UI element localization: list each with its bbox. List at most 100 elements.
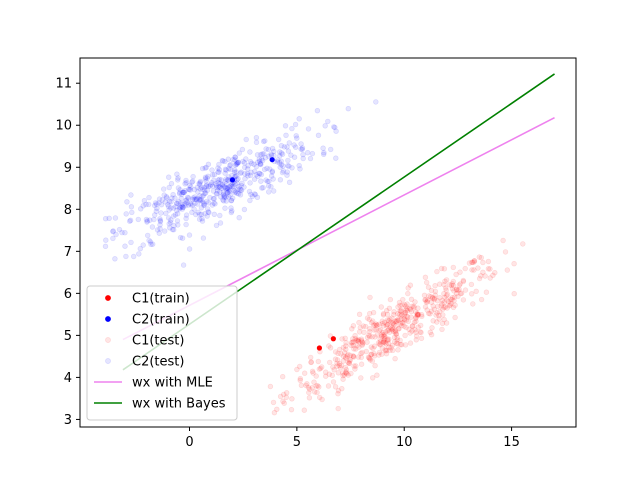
test-point bbox=[379, 318, 385, 324]
test-point bbox=[428, 308, 435, 314]
test-point bbox=[431, 306, 437, 312]
test-point bbox=[161, 192, 167, 198]
test-point bbox=[316, 366, 322, 372]
test-point bbox=[226, 184, 233, 191]
test-point bbox=[377, 336, 383, 342]
test-point bbox=[382, 340, 388, 346]
test-point bbox=[367, 326, 373, 332]
test-point bbox=[180, 262, 187, 268]
test-point bbox=[343, 346, 349, 353]
test-point bbox=[476, 275, 483, 282]
test-point bbox=[398, 316, 404, 322]
test-point bbox=[166, 198, 173, 205]
test-point bbox=[200, 235, 207, 241]
test-point bbox=[379, 320, 386, 327]
test-point bbox=[353, 363, 359, 369]
test-point bbox=[156, 200, 162, 206]
test-point bbox=[183, 197, 190, 203]
test-point bbox=[299, 146, 305, 153]
test-point bbox=[277, 149, 283, 155]
test-point bbox=[457, 269, 463, 275]
test-point bbox=[153, 208, 160, 215]
test-point bbox=[315, 358, 321, 365]
test-point bbox=[342, 335, 348, 341]
test-point bbox=[221, 194, 227, 201]
test-point bbox=[178, 204, 184, 211]
test-point bbox=[263, 146, 269, 152]
test-point bbox=[221, 198, 227, 204]
test-point bbox=[326, 371, 332, 377]
test-point bbox=[381, 339, 387, 345]
test-point bbox=[471, 267, 477, 273]
test-point bbox=[511, 291, 517, 297]
test-point bbox=[106, 215, 112, 222]
test-point bbox=[254, 152, 261, 158]
test-point bbox=[414, 313, 421, 319]
test-point bbox=[175, 211, 181, 217]
test-point bbox=[247, 149, 253, 155]
test-point bbox=[237, 170, 244, 176]
test-point bbox=[371, 343, 378, 349]
test-point bbox=[152, 200, 159, 206]
test-point bbox=[175, 177, 181, 183]
test-point bbox=[172, 212, 179, 218]
test-point bbox=[323, 373, 329, 379]
test-point bbox=[478, 255, 484, 261]
test-point bbox=[297, 363, 303, 370]
test-point bbox=[473, 288, 479, 294]
test-point bbox=[335, 350, 341, 357]
test-point bbox=[343, 370, 349, 376]
test-point bbox=[346, 360, 352, 366]
test-point bbox=[222, 166, 229, 173]
test-point bbox=[161, 186, 167, 192]
test-point bbox=[242, 176, 248, 182]
test-point bbox=[421, 292, 428, 298]
test-point bbox=[215, 179, 221, 186]
test-point bbox=[231, 188, 237, 194]
test-point bbox=[385, 327, 391, 333]
test-point bbox=[192, 196, 198, 203]
test-point bbox=[306, 395, 313, 401]
test-point bbox=[170, 205, 177, 211]
test-point bbox=[246, 188, 253, 195]
test-point bbox=[441, 299, 447, 306]
test-point bbox=[414, 311, 420, 318]
test-point bbox=[297, 377, 303, 383]
test-point bbox=[441, 316, 447, 323]
test-point bbox=[234, 190, 240, 196]
legend-entry: C2(test) bbox=[105, 355, 184, 370]
test-point bbox=[179, 203, 185, 210]
test-point bbox=[189, 209, 195, 216]
test-point bbox=[371, 350, 377, 357]
test-point bbox=[322, 123, 328, 129]
test-point bbox=[343, 367, 350, 373]
test-point bbox=[203, 164, 209, 171]
test-point bbox=[410, 323, 416, 329]
test-point bbox=[278, 143, 285, 149]
test-point bbox=[234, 159, 240, 166]
test-point bbox=[298, 141, 304, 147]
test-point bbox=[377, 327, 384, 333]
test-point bbox=[355, 338, 361, 344]
test-point bbox=[186, 246, 193, 252]
test-point bbox=[225, 156, 232, 162]
test-point bbox=[380, 329, 386, 336]
test-point bbox=[232, 173, 239, 180]
test-point bbox=[213, 222, 220, 229]
test-point bbox=[400, 320, 406, 326]
test-point bbox=[235, 191, 242, 197]
test-point bbox=[431, 296, 438, 303]
legend-marker-swatch bbox=[105, 358, 111, 364]
test-point bbox=[289, 125, 295, 132]
test-point bbox=[219, 185, 225, 192]
test-point bbox=[222, 170, 228, 176]
test-point bbox=[384, 336, 391, 342]
test-point bbox=[466, 260, 473, 266]
test-point bbox=[422, 274, 429, 280]
test-point bbox=[170, 192, 176, 198]
test-point bbox=[128, 204, 135, 210]
test-point bbox=[386, 336, 392, 342]
test-point bbox=[235, 159, 241, 166]
y-tick-label: 11 bbox=[55, 77, 72, 92]
